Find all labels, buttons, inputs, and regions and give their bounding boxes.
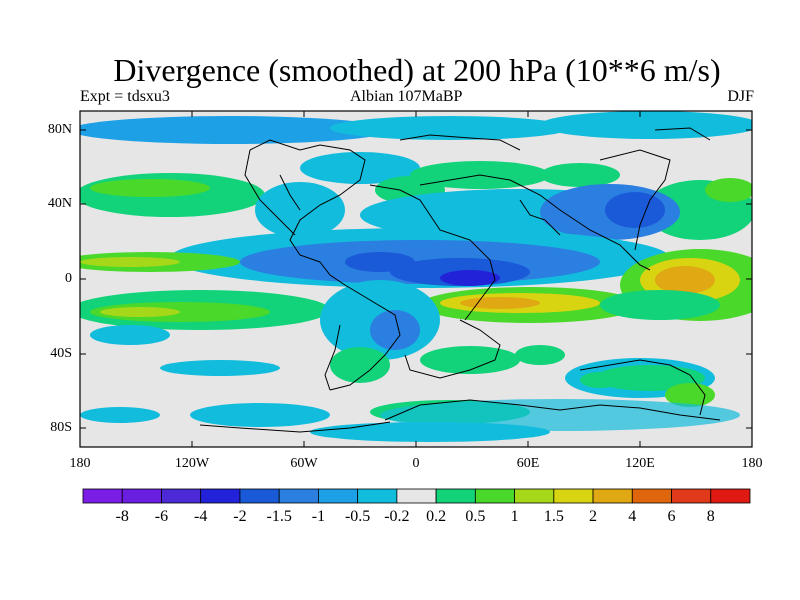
colorbar-swatch <box>121 488 162 504</box>
colorbar-swatch <box>631 488 672 504</box>
axis-ticks <box>79 111 753 447</box>
lon-label-180e: 180 <box>741 456 763 471</box>
colorbar-label: -0.2 <box>384 508 409 525</box>
colorbar: -8 -6 -4 -2 -1.5 -1 -0.5 -0.2 0.2 0.5 1 1.5 2 4 6 8 <box>82 488 751 525</box>
colorbar-label: 1.5 <box>544 508 564 525</box>
contour-field <box>80 111 752 447</box>
lon-label-60w: 60W <box>290 456 318 471</box>
colorbar-swatch <box>396 488 437 504</box>
colorbar-swatch <box>553 488 594 504</box>
colorbar-label: 0.2 <box>426 508 446 525</box>
colorbar-label: -2 <box>233 508 246 525</box>
experiment-label: Expt = tdsxu3 <box>80 88 170 105</box>
colorbar-label: 1 <box>511 508 519 525</box>
lon-label-0: 0 <box>412 456 420 471</box>
colorbar-swatch <box>239 488 280 504</box>
lon-label-120w: 120W <box>174 456 210 471</box>
lon-label-60e: 60E <box>516 456 540 471</box>
lat-label-80s: 80S <box>50 420 72 435</box>
colorbar-swatch <box>278 488 319 504</box>
coastlines <box>199 127 721 433</box>
colorbar-swatch <box>435 488 476 504</box>
colorbar-label: 0.5 <box>465 508 485 525</box>
colorbar-swatch <box>82 488 123 504</box>
colorbar-swatch <box>318 488 359 504</box>
colorbar-swatch <box>161 488 202 504</box>
colorbar-swatch <box>474 488 515 504</box>
colorbar-swatch <box>357 488 398 504</box>
colorbar-label: -1.5 <box>267 508 292 525</box>
lon-label-120e: 120E <box>625 456 655 471</box>
lon-label-180w: 180 <box>69 456 91 471</box>
period-label: Albian 107MaBP <box>350 88 463 105</box>
colorbar-swatch <box>592 488 633 504</box>
colorbar-label: -1 <box>312 508 325 525</box>
colorbar-swatch <box>514 488 555 504</box>
colorbar-label: 8 <box>707 508 715 525</box>
colorbar-swatch <box>710 488 751 504</box>
colorbar-swatch <box>671 488 712 504</box>
lat-label-40n: 40N <box>47 196 72 211</box>
colorbar-label: 6 <box>668 508 676 525</box>
colorbar-label: 4 <box>628 508 636 525</box>
colorbar-label: -0.5 <box>345 508 370 525</box>
colorbar-label: -4 <box>194 508 207 525</box>
lat-label-80n: 80N <box>47 122 72 137</box>
lat-label-40s: 40S <box>50 346 72 361</box>
colorbar-label: -6 <box>155 508 168 525</box>
map-title: Divergence (smoothed) at 200 hPa (10**6 … <box>113 52 721 88</box>
season-label: DJF <box>727 88 754 105</box>
colorbar-swatch <box>200 488 241 504</box>
colorbar-label: 2 <box>589 508 597 525</box>
lat-label-eq: 0 <box>65 271 72 286</box>
colorbar-label: -8 <box>116 508 129 525</box>
